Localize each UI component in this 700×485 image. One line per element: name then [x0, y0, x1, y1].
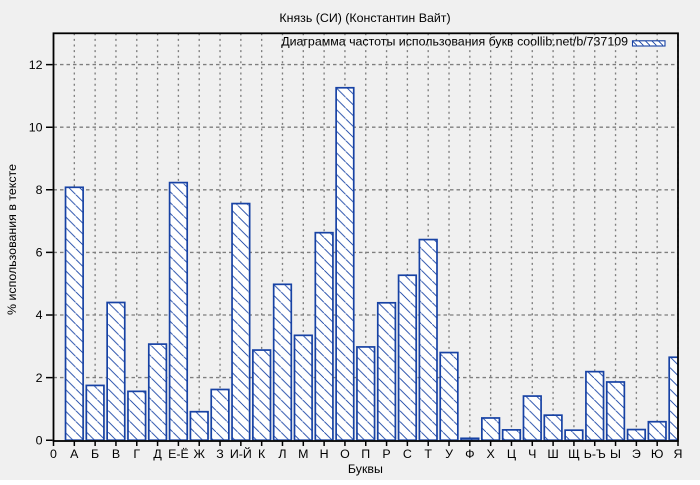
svg-text:Е-Ё: Е-Ё	[168, 447, 189, 461]
svg-text:Э: Э	[632, 447, 641, 461]
svg-text:Князь (СИ) (Константин Вайт): Князь (СИ) (Константин Вайт)	[279, 11, 450, 25]
svg-text:Ж: Ж	[193, 447, 205, 461]
svg-text:З: З	[216, 447, 223, 461]
svg-text:4: 4	[36, 308, 43, 322]
svg-text:2: 2	[36, 371, 43, 385]
svg-text:8: 8	[36, 183, 43, 197]
svg-text:Диаграмма частоты использовани: Диаграмма частоты использования букв coo…	[281, 34, 628, 48]
svg-text:Д: Д	[153, 447, 162, 461]
svg-text:О: О	[340, 447, 350, 461]
svg-text:Х: Х	[487, 447, 495, 461]
svg-text:В: В	[112, 447, 120, 461]
svg-text:6: 6	[36, 246, 43, 260]
svg-text:% использования в тексте: % использования в тексте	[5, 164, 19, 315]
svg-text:0: 0	[50, 447, 57, 461]
svg-text:Ч: Ч	[528, 447, 536, 461]
svg-text:Ь-Ъ: Ь-Ъ	[584, 447, 606, 461]
svg-text:Ц: Ц	[507, 447, 516, 461]
svg-text:Л: Л	[278, 447, 286, 461]
svg-text:К: К	[258, 447, 266, 461]
svg-text:Ы: Ы	[610, 447, 621, 461]
svg-text:Н: Н	[320, 447, 329, 461]
svg-text:Ш: Ш	[547, 447, 558, 461]
svg-text:Буквы: Буквы	[348, 462, 383, 476]
svg-text:М: М	[298, 447, 308, 461]
svg-text:Г: Г	[133, 447, 140, 461]
svg-text:Т: Т	[424, 447, 432, 461]
svg-text:Ю: Ю	[651, 447, 664, 461]
svg-text:И-Й: И-Й	[230, 446, 252, 461]
svg-text:10: 10	[29, 120, 43, 134]
svg-text:12: 12	[29, 58, 43, 72]
svg-text:У: У	[445, 447, 453, 461]
svg-text:С: С	[403, 447, 412, 461]
svg-text:П: П	[361, 447, 370, 461]
svg-text:Ф: Ф	[465, 447, 474, 461]
svg-text:Щ: Щ	[568, 447, 580, 461]
svg-text:А: А	[70, 447, 79, 461]
svg-text:Р: Р	[382, 447, 390, 461]
svg-text:Я: Я	[674, 447, 683, 461]
svg-text:0: 0	[36, 433, 43, 447]
svg-text:Б: Б	[91, 447, 99, 461]
